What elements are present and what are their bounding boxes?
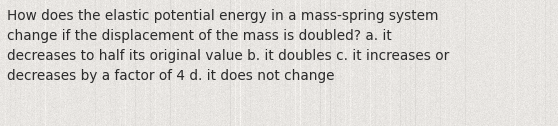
Text: How does the elastic potential energy in a mass-spring system
change if the disp: How does the elastic potential energy in…	[7, 9, 449, 83]
